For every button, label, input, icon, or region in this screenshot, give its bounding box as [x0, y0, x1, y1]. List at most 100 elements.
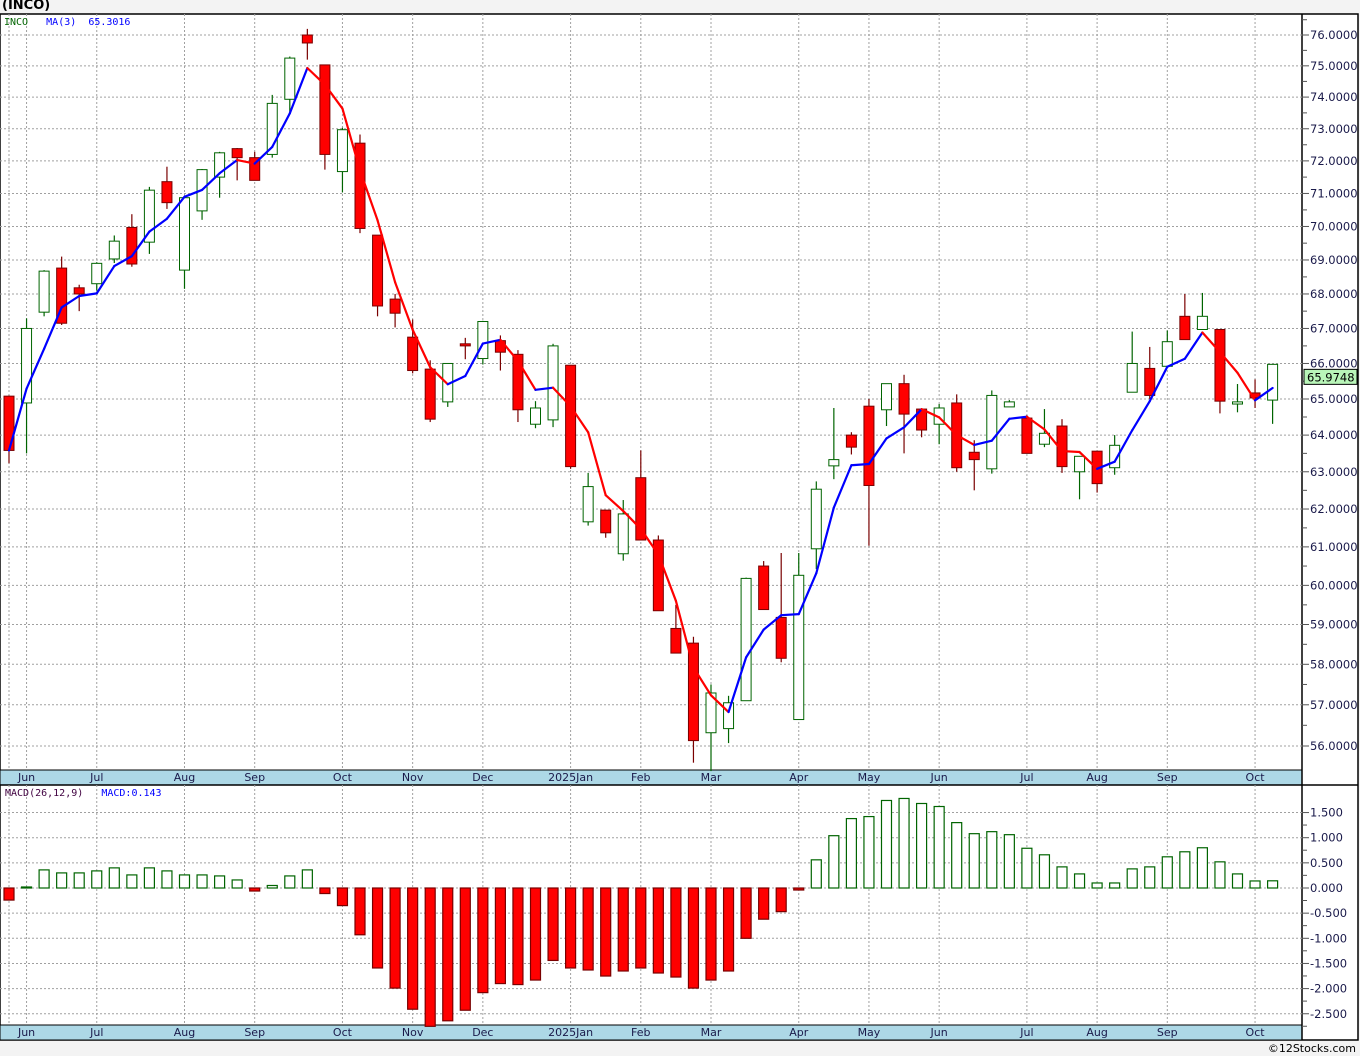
- ma-segment: [288, 66, 309, 115]
- moving-average-line: [7, 66, 1274, 714]
- macd-bar-positive: [20, 886, 33, 889]
- price-tick-label: 64.0000: [1310, 428, 1358, 442]
- candle-up: [1038, 432, 1050, 445]
- macd-bar-negative: [336, 887, 349, 907]
- macd-bar-negative: [793, 887, 805, 891]
- candle-up: [1196, 315, 1208, 330]
- ma-segment: [622, 509, 642, 530]
- macd-bar-positive: [126, 874, 138, 889]
- ma-segment: [499, 338, 520, 362]
- ma-segment: [1253, 386, 1274, 402]
- price-tick-label: 56.0000: [1310, 739, 1358, 753]
- macd-bar-negative: [249, 887, 261, 892]
- macd-bar-negative: [740, 887, 752, 939]
- candlesticks: [3, 28, 1279, 772]
- ma-segment: [973, 439, 993, 447]
- macd-bar-negative: [652, 887, 664, 974]
- ma-segment: [113, 255, 133, 268]
- candle-up: [828, 459, 840, 467]
- ma-segment: [271, 112, 291, 149]
- candle-down: [319, 64, 331, 155]
- ma-segment: [130, 230, 151, 258]
- ma-segment: [7, 387, 28, 452]
- price-tick-label: 69.0000: [1310, 253, 1358, 267]
- ma-segment: [236, 158, 256, 165]
- macd-bar-positive: [178, 874, 191, 889]
- candle-down: [1214, 328, 1226, 402]
- macd-legend: MACD(26,12,9) MACD:0.143: [5, 788, 162, 800]
- price-tick-label: 62.0000: [1310, 502, 1358, 516]
- macd-bar-positive: [880, 799, 893, 889]
- candle-down: [372, 234, 384, 307]
- macd-bar-negative: [371, 887, 384, 969]
- ma-segment: [1218, 350, 1239, 374]
- macd-bar-positive: [1126, 868, 1138, 889]
- macd-bar-negative: [775, 887, 787, 913]
- candle-up: [1161, 341, 1173, 367]
- price-tick-label: 71.0000: [1310, 186, 1358, 200]
- macd-bar-positive: [196, 874, 208, 889]
- macd-bar-positive: [951, 822, 963, 889]
- candle-down: [231, 148, 243, 159]
- ma-segment: [1131, 400, 1151, 432]
- candle-up: [881, 383, 892, 411]
- candle-up: [705, 692, 717, 734]
- date-tick-label: Apr: [789, 771, 809, 784]
- last-price-label: 65.9748: [1307, 370, 1355, 384]
- ma-segment: [341, 107, 362, 172]
- ma-segment: [920, 408, 941, 419]
- price-tick-label: 61.0000: [1310, 540, 1358, 554]
- macd-tick-label: 1.500: [1310, 806, 1343, 820]
- ma-segment: [657, 553, 678, 602]
- macd-bar-positive: [266, 884, 278, 889]
- candle-up: [530, 407, 541, 425]
- candle-up: [38, 270, 50, 313]
- candle-down: [565, 364, 577, 468]
- macd-bar-negative: [600, 887, 612, 977]
- candle-up: [266, 102, 278, 155]
- candle-up: [723, 702, 735, 730]
- macd-bar-negative: [424, 887, 436, 1027]
- ma-segment: [938, 416, 958, 437]
- chart-title: (INCO): [2, 0, 51, 13]
- legend-symbol: INCO: [4, 17, 29, 28]
- ma-segment: [674, 599, 695, 669]
- ma-segment: [1201, 331, 1222, 354]
- macd-bar-positive: [161, 870, 173, 889]
- macd-bar-positive: [986, 831, 998, 889]
- copyright: ©12Stocks.com: [1267, 1042, 1356, 1055]
- price-tick-label: 70.0000: [1310, 219, 1358, 233]
- date-tick-label: Oct: [333, 771, 353, 784]
- macd-bar-positive: [1214, 861, 1226, 889]
- candle-up: [1267, 363, 1279, 401]
- macd-bar-negative: [459, 887, 471, 1011]
- ma-segment: [551, 386, 572, 408]
- legend-ma-value: 65.3016: [88, 17, 131, 28]
- candle-down: [73, 287, 85, 295]
- date-tick-label: Jul: [1019, 771, 1033, 784]
- candle-up: [214, 152, 226, 178]
- date-tick-label: Aug: [1086, 1026, 1107, 1039]
- date-tick-label: Nov: [402, 1026, 424, 1039]
- ma-segment: [148, 217, 169, 233]
- macd-bar-positive: [810, 859, 822, 889]
- ma-segment: [200, 172, 221, 192]
- last-price-box: [1303, 368, 1358, 385]
- candle-down: [968, 451, 980, 461]
- macd-bar-positive: [56, 872, 68, 889]
- ma-segment: [569, 405, 590, 434]
- candle-down: [389, 298, 401, 314]
- ma-segment: [797, 572, 818, 616]
- candle-down: [3, 395, 15, 451]
- price-tick-label: 58.0000: [1310, 657, 1358, 671]
- macd-bar-negative: [3, 887, 15, 901]
- ma-segment: [42, 306, 63, 350]
- candle-down: [407, 336, 419, 372]
- candle-up: [793, 574, 805, 721]
- date-tick-label: Apr: [789, 1026, 809, 1039]
- axes: 56.0000 57.0000 58.0000 59.0000 60.0000 61.00…: [17, 19, 1358, 1039]
- macd-bar-negative: [442, 887, 454, 1022]
- date-tick-label: Mar: [701, 1026, 722, 1039]
- ma-segment: [95, 264, 116, 295]
- ma-segment: [709, 694, 730, 714]
